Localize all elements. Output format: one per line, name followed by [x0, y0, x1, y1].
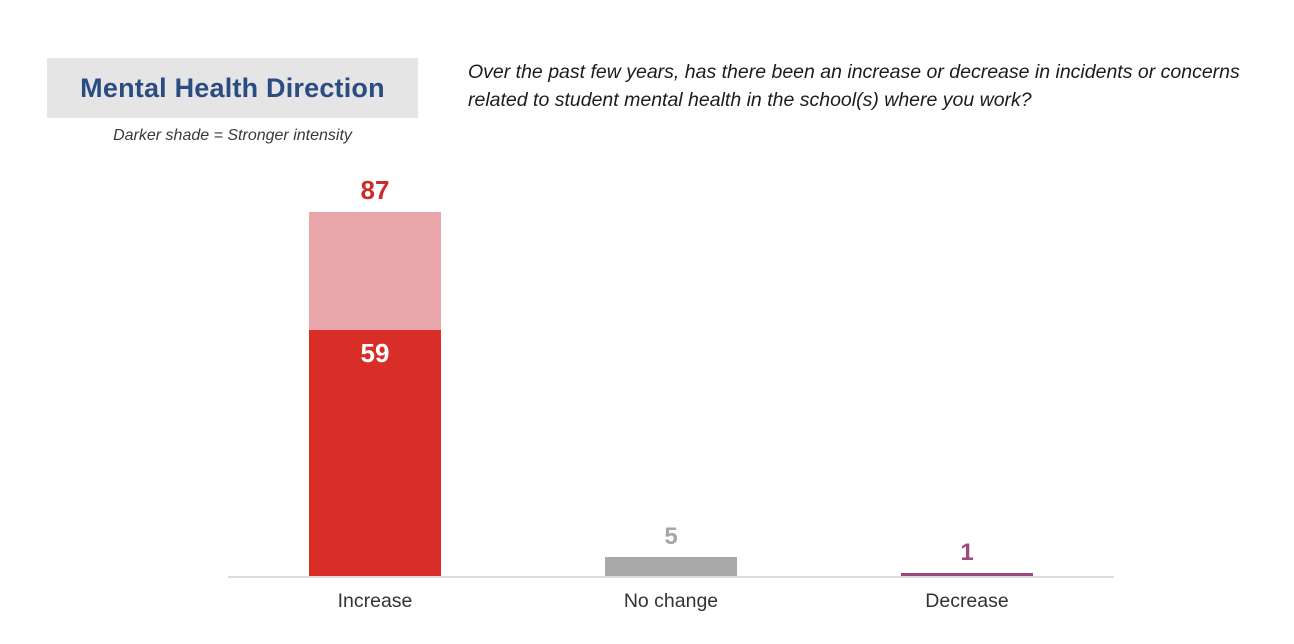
bar-group-decrease: 1	[901, 539, 1033, 578]
category-label-increase: Increase	[337, 590, 413, 612]
shade-legend-note: Darker shade = Stronger intensity	[113, 127, 352, 144]
x-axis-baseline	[228, 576, 1114, 578]
category-label-decrease: Decrease	[925, 590, 1009, 612]
value-label-decrease: 1	[960, 539, 974, 566]
bar-group-no-change: 5	[605, 523, 737, 578]
value-label-increase-strong: 59	[360, 338, 390, 368]
value-label-no-change: 5	[664, 523, 678, 550]
category-label-no-change: No change	[623, 590, 719, 612]
value-label-increase-total: 87	[360, 175, 390, 205]
bar-segment-increase-light	[309, 212, 441, 330]
page-title: Mental Health Direction	[80, 72, 385, 103]
bar-segment-decrease	[901, 573, 1033, 578]
bar-segment-no-change	[605, 557, 737, 578]
survey-question-text: Over the past few years, has there been …	[468, 61, 1240, 111]
bar-group-increase: 87 59	[309, 175, 441, 578]
title-box: Mental Health Direction	[47, 58, 418, 118]
bar-segment-increase-strong: 59	[309, 330, 441, 578]
